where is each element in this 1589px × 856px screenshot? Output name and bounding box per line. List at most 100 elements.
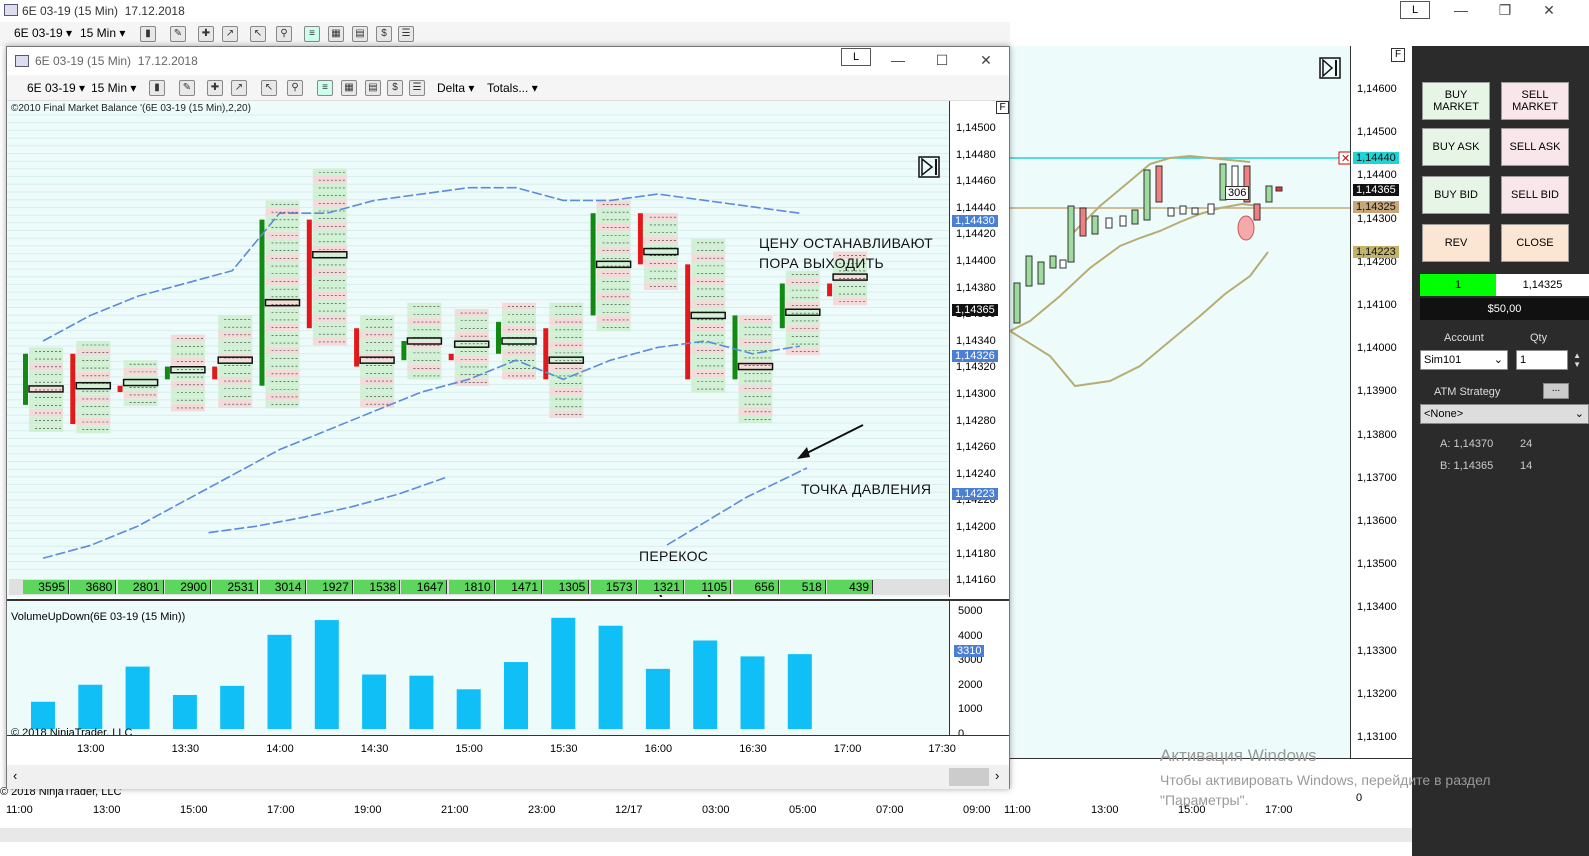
candle-body [590, 213, 596, 316]
volume-bar [740, 656, 765, 729]
candle-body [637, 213, 643, 265]
outer-interval-select[interactable]: 15 Min ▾ [80, 26, 126, 40]
fg-pencil-icon[interactable]: ✎ [179, 80, 195, 96]
bg-time-tick-label: 12/17 [615, 804, 643, 816]
chart-trader-icon[interactable]: ▤ [352, 26, 368, 42]
footprint-price-axis[interactable]: F 1,14500 1,14480 1,14460 1,14440 1,14420 1,1… [949, 101, 1009, 597]
fg-close-icon[interactable]: ✕ [980, 52, 992, 68]
delta-menu[interactable]: Delta ▾ [437, 81, 475, 95]
jump-to-end-icon[interactable] [918, 156, 940, 178]
bg-price-tick-label: 1,13900 [1357, 385, 1397, 398]
outer-close-icon[interactable]: ✕ [1543, 2, 1555, 18]
qty-stepper-arrows-icon[interactable]: ▲ ▼ [1573, 351, 1581, 369]
windows-watermark-title: Активация Windows [1160, 746, 1317, 765]
bar-type-icon[interactable]: ▮ [140, 26, 156, 42]
crosshair-icon[interactable]: ✚ [198, 26, 214, 42]
fg-pin-icon[interactable]: ↗ [231, 80, 247, 96]
volume-tick-label: 2000 [958, 678, 983, 691]
sell-ask-button[interactable]: SELL ASK [1501, 128, 1569, 166]
background-horizontal-scrollbar[interactable] [0, 828, 1412, 842]
ask-size: 24 [1520, 438, 1533, 450]
fg-properties-icon[interactable]: ☰ [409, 80, 425, 96]
qty-stepper[interactable]: 1 ▲ ▼ [1516, 350, 1581, 370]
fg-minimize-icon[interactable]: — [891, 52, 905, 68]
totals-menu[interactable]: Totals... ▾ [487, 81, 538, 95]
indicator-label: ©2010 Final Market Balance '(6E 03-19 (1… [11, 103, 251, 114]
footprint-price-chart[interactable]: ©2010 Final Market Balance '(6E 03-19 (1… [7, 101, 949, 597]
outer-minimize-icon[interactable]: — [1454, 2, 1468, 18]
background-price-axis[interactable]: F 1,14600 1,14500 1,14400 1,14300 1,14200 1,1… [1350, 46, 1412, 758]
scrollbar-thumb[interactable] [949, 768, 989, 786]
fg-interval-select[interactable]: 15 Min ▾ [91, 81, 137, 95]
fg-cursor-icon[interactable]: ↖ [261, 80, 277, 96]
account-select[interactable]: Sim101 ⌄ [1420, 350, 1508, 370]
price-tick-label: 1,14340 [956, 334, 996, 347]
fg-instrument-select[interactable]: 6E 03-19 ▾ [27, 81, 86, 95]
dollar-icon[interactable]: $ [376, 26, 392, 42]
poc-box [312, 251, 348, 259]
delta-total-cell: 1471 [496, 580, 542, 594]
background-volume-zero: 0 [1356, 792, 1363, 804]
fg-restore-icon[interactable]: ☐ [935, 52, 949, 68]
buy-market-button[interactable]: BUY MARKET [1422, 82, 1490, 120]
poc-box [785, 308, 821, 316]
pencil-icon[interactable]: ✎ [170, 26, 186, 42]
fg-indicator-icon[interactable]: ≡ [317, 80, 333, 96]
price-tick-label: 1,14440 [956, 201, 996, 214]
price-tick-label: 1,14260 [956, 441, 996, 454]
volume-panel[interactable]: VolumeUpDown(6E 03-19 (15 Min)) © 2018 N… [7, 599, 949, 739]
fg-chart-trader-icon[interactable]: ▤ [365, 80, 381, 96]
fg-bar-type-icon[interactable]: ▮ [149, 80, 165, 96]
volume-tick-label: 5000 [958, 605, 983, 617]
volume-bar [551, 617, 576, 729]
fg-horizontal-scrollbar[interactable]: ‹ › [7, 765, 1009, 789]
cursor-icon[interactable]: ↖ [250, 26, 266, 42]
fg-crosshair-icon[interactable]: ✚ [207, 80, 223, 96]
fg-dollar-icon[interactable]: $ [387, 80, 403, 96]
chart-trader-panel: BUY MARKET SELL MARKET BUY ASK SELL ASK … [1412, 46, 1589, 856]
close-position-button[interactable]: CLOSE [1501, 224, 1569, 262]
indicator-icon[interactable]: ≡ [304, 26, 320, 42]
candle-body [401, 341, 407, 361]
bg-price-tick-label: 1,14400 [1357, 169, 1397, 182]
reverse-button[interactable]: REV [1422, 224, 1490, 262]
properties-icon[interactable]: ☰ [398, 26, 414, 42]
volume-bar [456, 689, 481, 729]
bg-price-tick-label: 1,13100 [1357, 731, 1397, 743]
bg-time-tick-label: 11:00 [6, 804, 33, 816]
outer-restore-icon[interactable]: ❐ [1498, 2, 1512, 18]
bg-price-tick-label: 1,13500 [1357, 558, 1397, 571]
candle-body [23, 353, 28, 405]
time-tick-label: 17:00 [833, 743, 862, 755]
fg-strategy-icon[interactable]: ▦ [341, 80, 357, 96]
annotation-skew: ПЕРЕКОС [639, 548, 709, 564]
zoom-icon[interactable]: ⚲ [276, 26, 292, 42]
annotation-time-to-exit: ПОРА ВЫХОДИТЬ [759, 255, 884, 271]
outer-instrument-select[interactable]: 6E 03-19 ▾ [14, 26, 73, 40]
fg-interval-text: 15 Min [91, 81, 128, 95]
background-f-box[interactable]: F [1391, 48, 1405, 62]
background-price-chart[interactable]: ✕ 306 [1010, 46, 1350, 758]
bg-time-tick-label: 03:00 [702, 804, 730, 816]
sell-bid-button[interactable]: SELL BID [1501, 176, 1569, 214]
footprint-bar [306, 168, 348, 346]
fg-zoom-icon[interactable]: ⚲ [287, 80, 303, 96]
atm-strategy-more-button[interactable]: ... [1543, 383, 1569, 399]
fg-f-box[interactable]: F [996, 101, 1009, 114]
candle-body [685, 264, 691, 380]
volume-indicator-label: VolumeUpDown(6E 03-19 (15 Min)) [11, 611, 186, 623]
outer-link-badge[interactable]: L [1400, 1, 1430, 19]
buy-bid-button[interactable]: BUY BID [1422, 176, 1490, 214]
atm-strategy-select[interactable]: <None> ⌄ [1420, 404, 1589, 424]
fg-link-badge[interactable]: L [841, 48, 871, 66]
upper-band-line [42, 186, 800, 342]
candle-body [212, 366, 218, 380]
buy-ask-button[interactable]: BUY ASK [1422, 128, 1490, 166]
strategy-icon[interactable]: ▦ [328, 26, 344, 42]
background-candles [1013, 163, 1283, 324]
pin-icon[interactable]: ↗ [222, 26, 238, 42]
scroll-left-icon[interactable]: ‹ [13, 768, 18, 783]
sell-market-button[interactable]: SELL MARKET [1501, 82, 1569, 120]
scroll-right-icon[interactable]: › [995, 768, 1000, 783]
outer-date-text: 17.12.2018 [124, 4, 185, 18]
